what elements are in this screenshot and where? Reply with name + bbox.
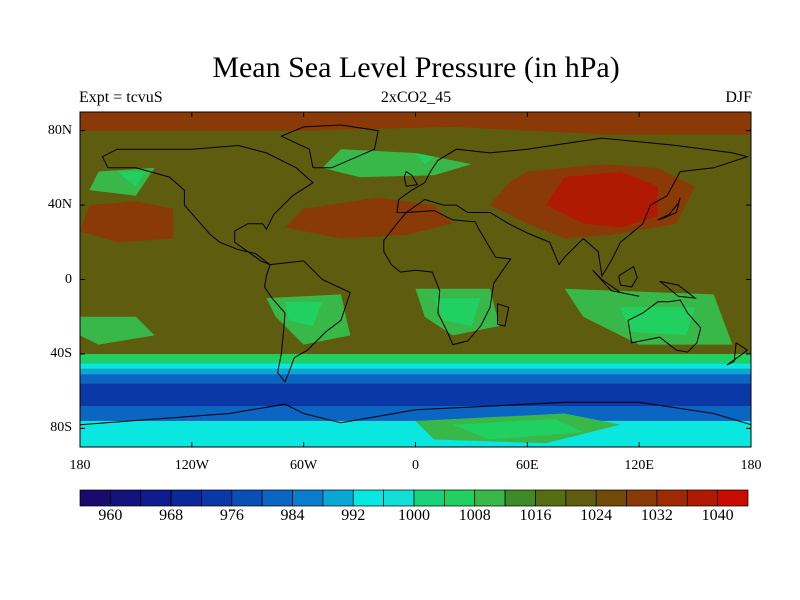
- colorbar-label: 1008: [458, 507, 491, 524]
- colorbar-swatch: [565, 489, 597, 507]
- colorbar-swatch: [140, 489, 172, 507]
- lon-label: 60E: [516, 458, 539, 473]
- colorbar-swatch: [474, 489, 506, 507]
- lon-label: 0: [412, 458, 419, 473]
- colorbar-swatch: [595, 489, 627, 507]
- lat-label: 80N: [47, 122, 72, 138]
- colorbar-swatch: [292, 489, 324, 507]
- coastlines: [79, 124, 752, 426]
- lat-label: 80S: [50, 420, 72, 436]
- south-america-coast: [263, 260, 351, 383]
- colorbar-swatch: [322, 489, 354, 507]
- colorbar-label: 984: [280, 507, 305, 524]
- north-america-coast: [101, 144, 314, 266]
- lat-label: 0: [65, 271, 72, 287]
- colorbar-swatch: [444, 489, 476, 507]
- colorbar-label: 1000: [398, 507, 430, 524]
- colorbar-swatch: [231, 489, 263, 507]
- colorbar-label: 992: [341, 507, 366, 524]
- colorbar-label: 1040: [701, 507, 734, 524]
- aleutian-low-core: [117, 171, 146, 187]
- madagascar-coast: [497, 303, 510, 327]
- scenario-label: 2xCO2_45: [380, 89, 452, 106]
- greenland-coast: [280, 124, 379, 169]
- colorbar-swatch: [261, 489, 293, 507]
- eurasia-coast: [396, 137, 750, 278]
- colorbar-swatch: [201, 489, 233, 507]
- colorbar-swatch: [383, 489, 415, 507]
- colorbar-swatch: [504, 489, 536, 507]
- band-48s: [80, 368, 751, 375]
- pacific-high: [80, 201, 174, 243]
- siberian-high-core: [545, 171, 658, 228]
- south-africa-core: [434, 298, 481, 327]
- map-title: Mean Sea Level Pressure (in hPa): [212, 51, 620, 84]
- australia-coast: [627, 299, 702, 353]
- new-zealand-coast: [726, 342, 749, 366]
- azores-high: [285, 197, 453, 239]
- band-45s: [80, 363, 751, 369]
- colorbar-label: 976: [219, 507, 244, 524]
- south-pacific-green: [80, 316, 155, 345]
- colorbar-swatch: [717, 489, 749, 507]
- colorbar-label: 1016: [519, 507, 552, 524]
- lat-label: 40S: [50, 345, 72, 361]
- colorbar-swatch: [352, 489, 384, 507]
- lon-label: 180: [740, 458, 762, 473]
- band-68s: [80, 406, 751, 421]
- colorbar-swatch: [656, 489, 688, 507]
- colorbar-swatch: [535, 489, 567, 507]
- colorbar-label: 968: [159, 507, 184, 524]
- colorbar-swatch: [626, 489, 658, 507]
- new-guinea-coast: [659, 280, 697, 299]
- season-label: DJF: [725, 89, 752, 106]
- uk-coast: [403, 170, 419, 187]
- pressure-field: [80, 112, 751, 447]
- lon-label: 120W: [174, 458, 209, 473]
- axis-ticks: [79, 112, 752, 447]
- lon-label: 120E: [624, 458, 654, 473]
- indonesia-coast: [592, 269, 640, 297]
- colorbar-label: 1032: [640, 507, 673, 524]
- australia-core: [620, 307, 696, 336]
- colorbar-swatch: [413, 489, 445, 507]
- band-51s: [80, 374, 751, 384]
- colorbar-label: 960: [98, 507, 123, 524]
- lon-label: 180: [69, 458, 91, 473]
- colorbar: [79, 489, 749, 507]
- band-56s: [80, 383, 751, 407]
- africa-coast: [383, 210, 512, 346]
- experiment-label: Expt = tcvuS: [79, 89, 163, 106]
- lat-label: 40N: [47, 197, 72, 213]
- band-40s: [80, 353, 751, 364]
- colorbar-swatch: [110, 489, 142, 507]
- arctic-high: [80, 112, 751, 135]
- antarctica-coast: [79, 401, 752, 426]
- colorbar-swatch: [170, 489, 202, 507]
- japan-coast: [657, 197, 681, 221]
- colorbar-swatch: [686, 489, 718, 507]
- colorbar-swatch: [79, 489, 111, 507]
- colorbar-label: 1024: [580, 507, 613, 524]
- south-america-core: [285, 301, 323, 327]
- borneo-coast: [618, 265, 638, 288]
- icelandic-low-core: [415, 152, 435, 165]
- antarctic-light-green: [452, 419, 584, 440]
- lon-label: 60W: [290, 458, 318, 473]
